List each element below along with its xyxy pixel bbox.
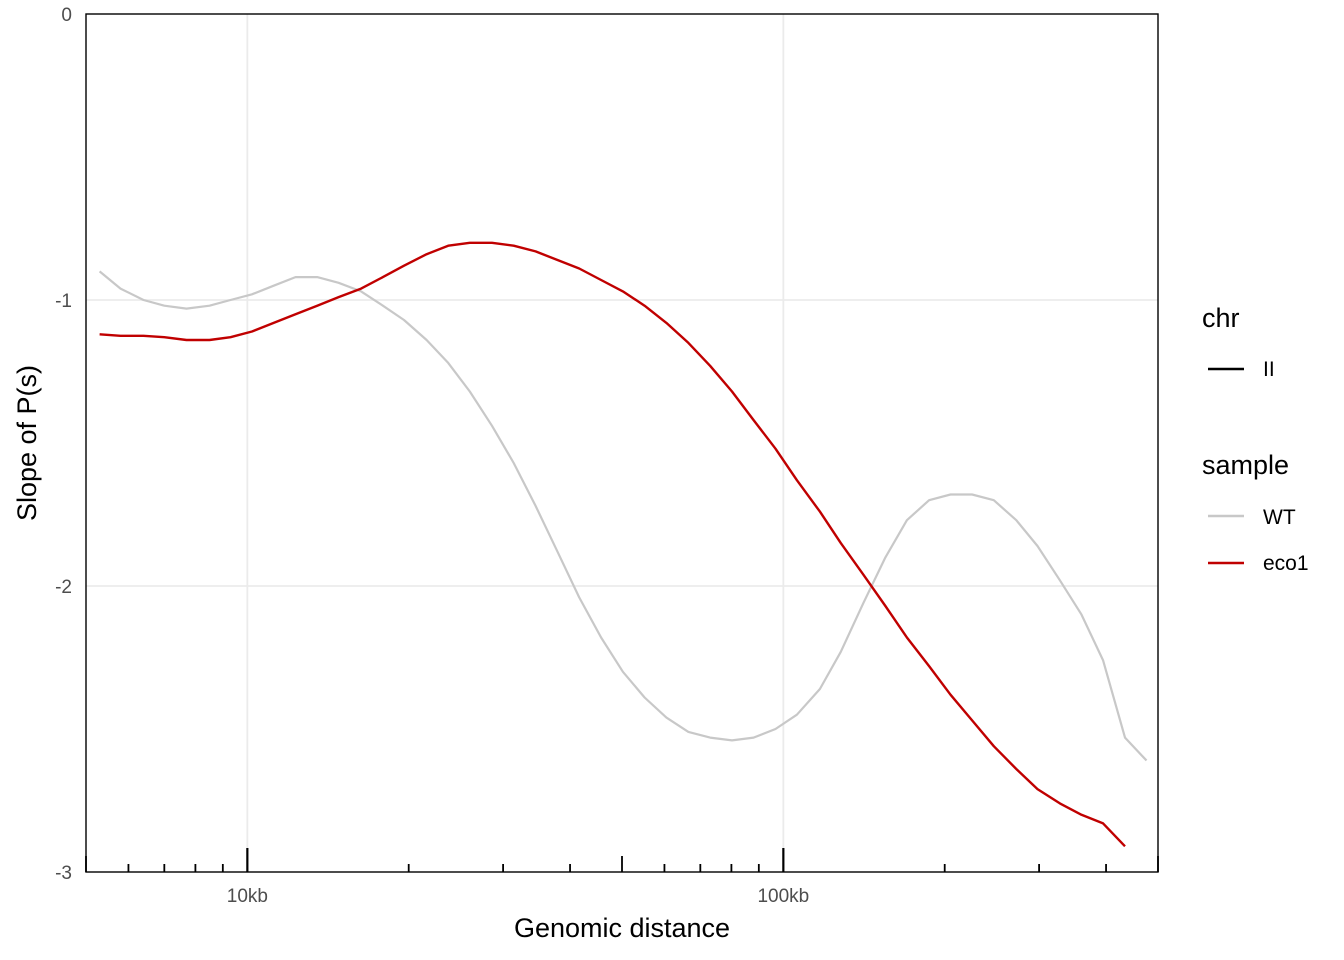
- series-line-wt: [98, 270, 1148, 762]
- x-tick-label: 10kb: [227, 886, 268, 907]
- x-axis-title: Genomic distance: [514, 913, 730, 943]
- x-axis-tick-labels: 10kb 100kb: [227, 886, 809, 907]
- legend-title-chr: chr: [1202, 303, 1240, 333]
- y-tick-label: -1: [55, 291, 72, 312]
- y-axis-tick-labels: 0 -1 -2 -3: [55, 5, 72, 884]
- y-tick-label: -3: [55, 863, 72, 884]
- y-tick-label: -2: [55, 577, 72, 598]
- series-lines: [98, 241, 1148, 848]
- legend: chr II sample WT eco1: [1202, 303, 1309, 575]
- legend-label-eco1: eco1: [1263, 552, 1309, 575]
- x-tick-label: 100kb: [757, 886, 809, 907]
- grid-lines: [86, 14, 1158, 872]
- plot-panel-border: [85, 13, 1159, 873]
- y-axis-title: Slope of P(s): [12, 365, 42, 521]
- y-tick-label: 0: [61, 5, 72, 26]
- legend-label-ii: II: [1263, 358, 1275, 381]
- series-line-eco1: [99, 241, 1126, 848]
- legend-title-sample: sample: [1202, 450, 1289, 480]
- legend-label-wt: WT: [1263, 506, 1296, 529]
